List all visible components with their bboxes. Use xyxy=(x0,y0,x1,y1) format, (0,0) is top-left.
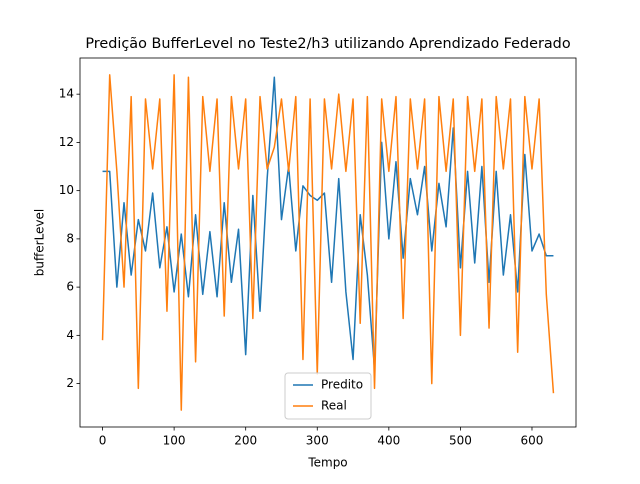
legend-label: Predito xyxy=(321,378,363,392)
x-axis-label: Tempo xyxy=(307,456,347,470)
chart-title: Predição BufferLevel no Teste2/h3 utiliz… xyxy=(85,36,570,52)
y-tick-label: 14 xyxy=(59,87,74,101)
plot-frame xyxy=(79,57,577,428)
y-tick-label: 4 xyxy=(66,328,74,342)
y-tick-label: 6 xyxy=(66,280,74,294)
y-axis-label: bufferLevel xyxy=(33,209,47,276)
legend-label: Real xyxy=(321,399,347,413)
y-tick-label: 10 xyxy=(59,183,74,197)
data-line xyxy=(101,74,555,411)
x-tick-label: 500 xyxy=(449,434,472,448)
y-tick-label: 8 xyxy=(66,231,74,245)
x-tick-label: 400 xyxy=(377,434,400,448)
x-tick-label: 200 xyxy=(234,434,257,448)
y-tick-label: 2 xyxy=(66,376,74,390)
x-tick-label: 300 xyxy=(306,434,329,448)
y-tick-label: 12 xyxy=(59,135,74,149)
x-tick-label: 100 xyxy=(163,434,186,448)
x-tick-label: 0 xyxy=(99,434,107,448)
x-tick-label: 600 xyxy=(521,434,544,448)
